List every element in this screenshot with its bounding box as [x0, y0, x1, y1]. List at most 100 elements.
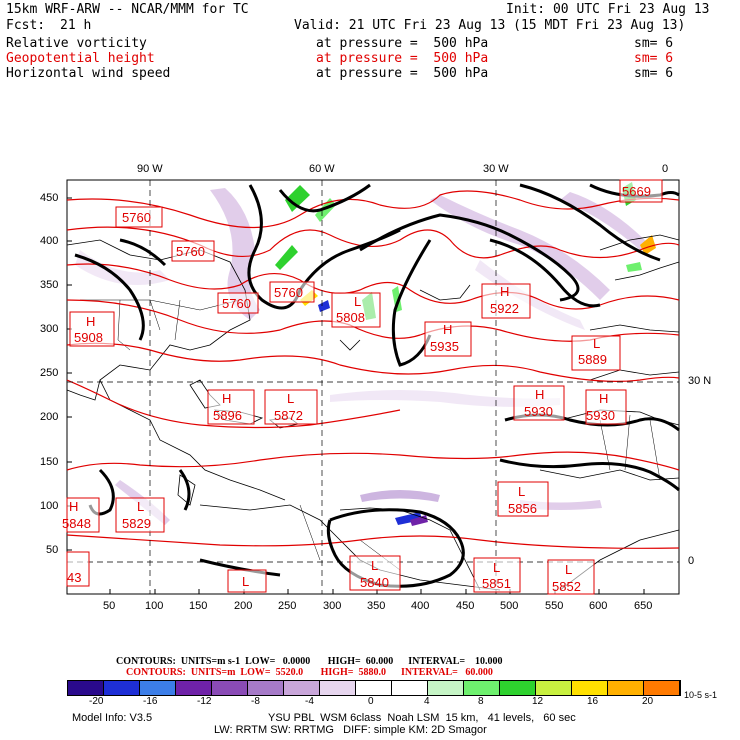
x-tick: 50 — [103, 600, 116, 612]
x-tick: 500 — [500, 600, 519, 612]
lat-label: 0 — [688, 555, 695, 567]
height-label-type: H — [69, 499, 79, 514]
valid-time: Valid: 21 UTC Fri 23 Aug 13 (15 MDT Fri … — [294, 18, 686, 33]
y-tick: 400 — [40, 235, 59, 247]
x-tick: 300 — [323, 600, 342, 612]
x-tick: 100 — [145, 600, 164, 612]
x-tick: 550 — [545, 600, 564, 612]
field-3-name: Horizontal wind speed — [6, 66, 171, 81]
x-tick: 600 — [589, 600, 608, 612]
colorbar — [67, 680, 681, 696]
height-label-value: 5930 — [586, 408, 615, 423]
height-label-type: H — [222, 391, 232, 406]
height-label-value: 5889 — [578, 352, 607, 367]
colorbar-label: 0 — [368, 696, 374, 707]
wind-contour-info: CONTOURS: UNITS=m s-1 LOW= 0.0000 HIGH= … — [116, 656, 503, 667]
x-tick: 200 — [234, 600, 253, 612]
field-2-smooth: sm= 6 — [634, 51, 674, 66]
height-label-boxes — [66, 179, 663, 595]
init-time: Init: 00 UTC Fri 23 Aug 13 — [506, 2, 710, 17]
height-label-value: 5856 — [508, 501, 537, 516]
height-label-value: 5922 — [490, 301, 519, 316]
lon-label: 90 W — [137, 163, 163, 175]
colorbar-swatch — [644, 681, 680, 695]
colorbar-label: 20 — [642, 696, 654, 707]
field-3-smooth: sm= 6 — [634, 66, 674, 81]
colorbar-swatch — [392, 681, 428, 695]
height-label-type: H — [86, 314, 96, 329]
lon-label: 60 W — [309, 163, 335, 175]
y-tick: 150 — [40, 456, 59, 468]
model-title: 15km WRF-ARW -- NCAR/MMM for TC — [6, 2, 249, 17]
y-tick: 450 — [40, 192, 59, 204]
height-label-value: 5829 — [122, 516, 151, 531]
colorbar-swatch — [248, 681, 284, 695]
forecast-label: Fcst: — [6, 18, 46, 33]
height-label-type: L — [371, 558, 379, 573]
height-label-value: 5935 — [430, 339, 459, 354]
model-physics: YSU PBL WSM 6class Noah LSM 15 km, 41 le… — [268, 712, 576, 724]
x-tick: 150 — [189, 600, 208, 612]
forecast-hour: 21 h — [60, 18, 92, 33]
height-label-value: 43 — [67, 570, 82, 585]
height-label-type: L — [593, 336, 601, 351]
colorbar-swatch — [212, 681, 248, 695]
colorbar-label: -16 — [143, 696, 158, 707]
colorbar-swatch — [536, 681, 572, 695]
field-1-level: at pressure = 500 hPa — [316, 36, 489, 51]
y-tick: 250 — [40, 367, 59, 379]
y-tick: 200 — [40, 411, 59, 423]
height-label-value: 5852 — [552, 579, 581, 594]
height-label-value: 5908 — [74, 330, 103, 345]
height-label-value: 5760 — [222, 296, 251, 311]
colorbar-swatch — [428, 681, 464, 695]
colorbar-label: -8 — [251, 696, 260, 707]
height-label-type: L — [287, 391, 295, 406]
y-tick: 50 — [46, 544, 59, 556]
axis-ticks — [67, 197, 645, 594]
height-label-type: H — [443, 322, 453, 337]
height-label-value: 5760 — [176, 244, 205, 259]
colorbar-swatch — [320, 681, 356, 695]
colorbar-label: 12 — [532, 696, 544, 707]
field-2-name: Geopotential height — [6, 51, 155, 66]
height-label-type: L — [137, 499, 145, 514]
height-label-value: 5760 — [122, 210, 151, 225]
height-label-value: 5669 — [622, 184, 651, 199]
height-label-type: L — [518, 484, 526, 499]
height-label-value: 5930 — [524, 404, 553, 419]
height-contours — [66, 190, 680, 549]
height-label-value: 5808 — [336, 310, 365, 325]
height-label-type: L — [565, 562, 573, 577]
x-tick: 450 — [456, 600, 475, 612]
height-label-value: 5840 — [360, 575, 389, 590]
colorbar-swatch — [572, 681, 608, 695]
colorbar-swatch — [500, 681, 536, 695]
field-1-name: Relative vorticity — [6, 36, 147, 51]
height-label-type: H — [599, 391, 609, 406]
field-2-level: at pressure = 500 hPa — [316, 51, 489, 66]
colorbar-label: -20 — [89, 696, 104, 707]
lon-label: 30 W — [483, 163, 509, 175]
colorbar-swatch — [608, 681, 644, 695]
height-label-type: L — [242, 574, 250, 589]
colorbar-swatch — [176, 681, 212, 695]
colorbar-swatch — [356, 681, 392, 695]
height-label-value: 5896 — [213, 408, 242, 423]
x-tick: 250 — [278, 600, 297, 612]
colorbar-units: 10-5 s-1 — [684, 690, 718, 700]
height-label-value: 5760 — [274, 285, 303, 300]
height-label-type: L — [354, 294, 362, 309]
height-contour-info: CONTOURS: UNITS=m LOW= 5520.0 HIGH= 5880… — [126, 667, 493, 678]
colorbar-label: 8 — [478, 696, 484, 707]
colorbar-label: -4 — [305, 696, 314, 707]
colorbar-label: 16 — [587, 696, 599, 707]
colorbar-label: 4 — [424, 696, 430, 707]
map-frame — [66, 179, 680, 595]
lat-label: 30 N — [688, 375, 712, 387]
colorbar-swatch — [68, 681, 104, 695]
model-info: Model Info: V3.5 — [72, 712, 153, 724]
height-label-type: H — [535, 387, 545, 402]
field-1-smooth: sm= 6 — [634, 36, 674, 51]
